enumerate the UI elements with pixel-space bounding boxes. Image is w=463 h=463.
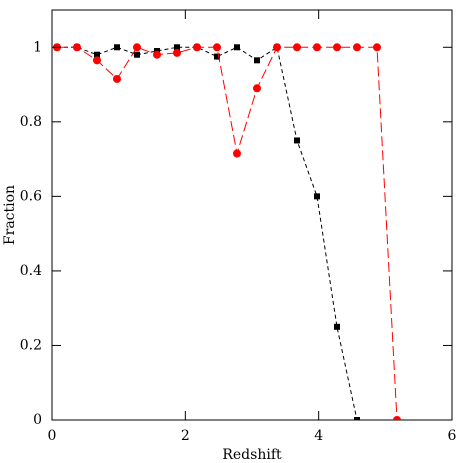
point-marker — [293, 43, 301, 52]
series-line — [57, 46, 358, 420]
point-marker — [354, 417, 360, 420]
y-tick-label: 0.4 — [20, 263, 42, 279]
x-tick-label: 4 — [314, 428, 323, 444]
series-line — [57, 46, 398, 420]
x-tick-label: 0 — [48, 428, 57, 444]
x-tick-label: 6 — [448, 428, 457, 444]
point-marker — [113, 74, 121, 83]
y-tick-label: 1 — [33, 39, 42, 55]
y-tick-label: 0.6 — [20, 188, 42, 204]
plot-area — [53, 43, 401, 420]
point-marker — [253, 84, 261, 93]
plot-frame — [51, 9, 453, 421]
point-marker — [254, 57, 260, 64]
y-axis-label: Fraction — [2, 185, 18, 245]
point-marker — [233, 149, 241, 158]
point-marker — [193, 43, 201, 52]
point-marker — [314, 193, 320, 200]
point-marker — [273, 43, 281, 52]
point-marker — [334, 323, 340, 330]
point-marker — [93, 56, 101, 65]
point-marker — [114, 44, 120, 51]
point-marker — [353, 43, 361, 52]
point-marker — [294, 137, 300, 144]
x-axis-label: Redshift — [222, 447, 282, 463]
point-marker — [133, 43, 141, 52]
point-marker — [134, 51, 140, 58]
point-marker — [214, 53, 220, 60]
point-marker — [174, 44, 180, 51]
point-marker — [213, 43, 221, 52]
y-tick-label: 0.2 — [20, 337, 42, 353]
point-marker — [234, 44, 240, 51]
point-marker — [393, 416, 401, 420]
point-marker — [373, 43, 381, 52]
point-marker — [313, 43, 321, 52]
point-marker — [94, 51, 100, 58]
y-tick-label: 0.8 — [20, 114, 42, 130]
point-marker — [153, 50, 161, 59]
y-tick-label: 0 — [33, 412, 42, 428]
point-marker — [73, 43, 81, 52]
x-tick-label: 2 — [181, 428, 190, 444]
point-marker — [173, 48, 181, 57]
point-marker — [333, 43, 341, 52]
